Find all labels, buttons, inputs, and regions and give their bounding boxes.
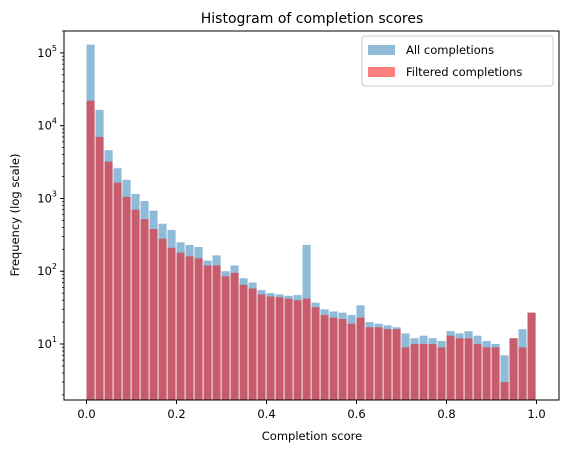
bar-filtered-completions xyxy=(149,229,158,400)
bar-filtered-completions xyxy=(455,338,464,400)
bar-filtered-completions xyxy=(104,161,113,400)
bar-filtered-completions xyxy=(284,298,293,400)
plot-frame xyxy=(63,30,560,401)
y-tick-label: 102 xyxy=(37,262,57,278)
legend-swatch-all-completions xyxy=(368,45,395,55)
bar-filtered-completions xyxy=(194,258,203,400)
bar-filtered-completions xyxy=(311,307,320,400)
bar-filtered-completions xyxy=(302,298,311,400)
legend-frame xyxy=(361,35,554,87)
bar-filtered-completions xyxy=(401,347,410,400)
y-tick-label: 101 xyxy=(37,335,57,351)
bar-filtered-completions xyxy=(185,256,194,400)
legend: All completions Filtered completions xyxy=(361,35,554,87)
bar-filtered-completions xyxy=(473,344,482,400)
bar-filtered-completions xyxy=(365,327,374,400)
bar-filtered-completions xyxy=(266,296,275,400)
y-axis-ticks: 101 102 103 104 105 xyxy=(37,30,64,396)
x-tick-label: 0.0 xyxy=(77,407,95,421)
bar-filtered-completions xyxy=(221,276,230,400)
x-tick-label: 0.8 xyxy=(437,407,455,421)
bar-filtered-completions xyxy=(167,247,176,400)
legend-label-all-completions: All completions xyxy=(406,43,494,57)
bar-filtered-completions xyxy=(212,265,221,400)
bar-filtered-completions xyxy=(392,329,401,400)
bars-group xyxy=(86,44,536,401)
bar-filtered-completions xyxy=(140,219,149,400)
y-axis-label: Frequency (log scale) xyxy=(8,154,22,277)
bar-filtered-completions xyxy=(239,284,248,400)
x-tick-label: 0.4 xyxy=(257,407,275,421)
x-tick-label: 0.6 xyxy=(347,407,365,421)
bar-filtered-completions xyxy=(509,338,518,400)
x-axis-label: Completion score xyxy=(262,429,362,443)
bar-filtered-completions xyxy=(122,196,131,400)
bar-filtered-completions xyxy=(347,323,356,400)
bar-filtered-completions xyxy=(383,329,392,400)
chart-title: Histogram of completion scores xyxy=(201,11,424,27)
bar-filtered-completions xyxy=(230,272,239,400)
bar-filtered-completions xyxy=(158,238,167,400)
bar-filtered-completions xyxy=(446,335,455,400)
bar-filtered-completions xyxy=(410,344,419,400)
x-tick-label: 0.2 xyxy=(167,407,185,421)
x-tick-label: 1.0 xyxy=(527,407,545,421)
bar-filtered-completions xyxy=(176,252,185,400)
bar-all-completions xyxy=(500,355,509,400)
bar-filtered-completions xyxy=(500,382,509,400)
legend-label-filtered-completions: Filtered completions xyxy=(406,65,522,79)
bar-filtered-completions xyxy=(131,209,140,400)
bar-filtered-completions xyxy=(329,317,338,400)
bar-filtered-completions xyxy=(257,294,266,400)
y-tick-label: 105 xyxy=(37,44,57,60)
x-axis-ticks: 0.0 0.2 0.4 0.6 0.8 1.0 xyxy=(77,400,546,421)
bar-filtered-completions xyxy=(203,265,212,400)
bar-filtered-completions xyxy=(428,344,437,400)
bar-filtered-completions xyxy=(491,347,500,400)
y-tick-label: 104 xyxy=(37,117,57,133)
bar-filtered-completions xyxy=(527,312,536,400)
bar-filtered-completions xyxy=(374,327,383,400)
bar-filtered-completions xyxy=(248,288,257,400)
bar-filtered-completions xyxy=(482,347,491,400)
bar-filtered-completions xyxy=(86,100,95,400)
bar-filtered-completions xyxy=(338,319,347,400)
bar-filtered-completions xyxy=(293,300,302,400)
legend-swatch-filtered-completions xyxy=(368,67,395,77)
bar-filtered-completions xyxy=(464,338,473,400)
bar-filtered-completions xyxy=(437,347,446,400)
bar-filtered-completions xyxy=(356,317,365,400)
bar-filtered-completions xyxy=(518,347,527,400)
bar-filtered-completions xyxy=(95,136,104,400)
bar-filtered-completions xyxy=(113,182,122,400)
bar-filtered-completions xyxy=(275,297,284,400)
bar-filtered-completions xyxy=(419,344,428,400)
bar-filtered-completions xyxy=(320,315,329,400)
y-tick-label: 103 xyxy=(37,189,57,205)
